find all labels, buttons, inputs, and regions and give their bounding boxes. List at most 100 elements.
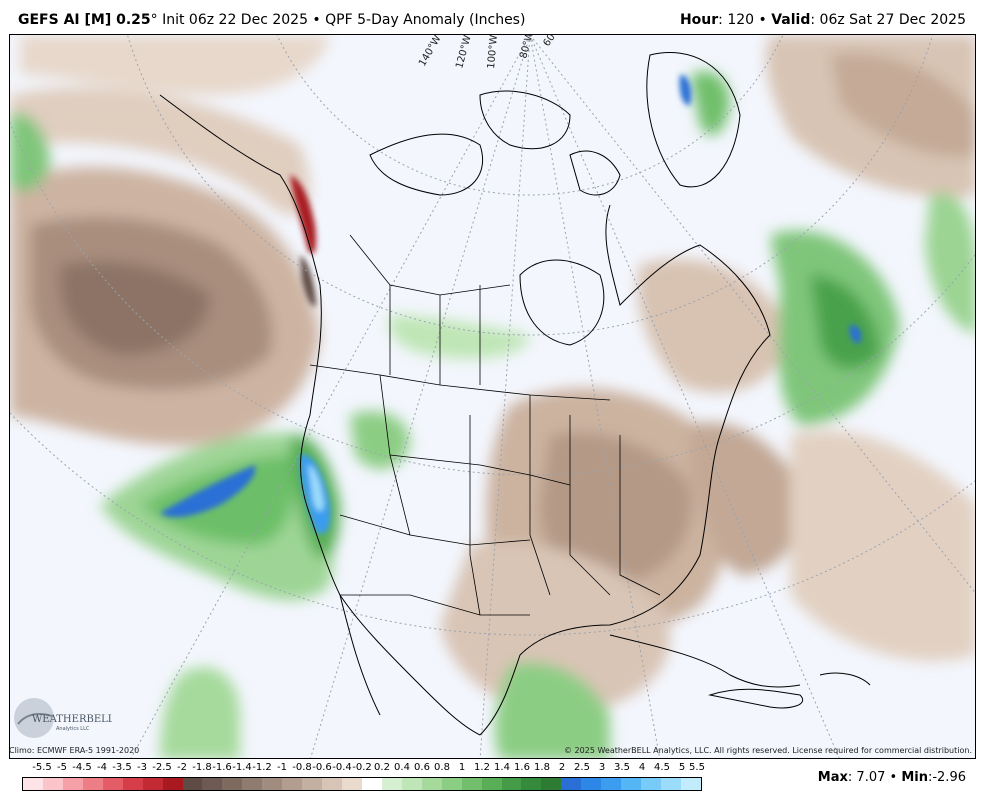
legend-label: 4.5: [654, 762, 670, 773]
legend-swatch: [242, 778, 263, 790]
legend-label: -0.4: [332, 762, 352, 773]
legend-swatch: [680, 778, 701, 790]
legend-label: 0.6: [414, 762, 430, 773]
legend-label: -1.2: [252, 762, 272, 773]
legend-label: -1: [277, 762, 287, 773]
legend-label: 1.8: [534, 762, 550, 773]
legend-label: -2: [177, 762, 187, 773]
separator: •: [885, 770, 902, 785]
legend-label: -0.8: [292, 762, 312, 773]
color-legend: -5.5 -5 -4.5 -4 -3.5 -3 -2.5 -2 -1.8 -1.6 -1.4 -1.2…: [22, 762, 705, 794]
map-header: GEFS AI [M] 0.25° Init 06z 22 Dec 2025 •…: [0, 0, 984, 34]
legend-label: 3: [598, 762, 606, 773]
legend-label: -2.5: [152, 762, 172, 773]
max-value: : 7.07: [847, 770, 886, 785]
legend-swatch: [441, 778, 462, 790]
legend-label: -5.5: [32, 762, 52, 773]
legend-swatch: [541, 778, 562, 790]
longitude-labels: 140°W 120°W 100°W 80°W 60°W: [417, 35, 566, 70]
legend-swatch: [401, 778, 422, 790]
graticule: [10, 35, 975, 758]
valid-value: : 06z Sat 27 Dec 2025: [810, 12, 966, 28]
legend-swatch: [561, 778, 582, 790]
hour-value: : 120: [718, 12, 755, 28]
legend-swatch: [62, 778, 83, 790]
legend-swatch: [381, 778, 402, 790]
legend-swatch: [202, 778, 223, 790]
legend-label: -5: [57, 762, 67, 773]
legend-label: -1.6: [212, 762, 232, 773]
coastlines: [159, 52, 871, 736]
separator: •: [754, 12, 772, 28]
legend-label: 2: [558, 762, 566, 773]
political-borders: [309, 234, 661, 616]
legend-label: 3.5: [614, 762, 630, 773]
legend-swatch: [322, 778, 342, 790]
legend-swatch: [122, 778, 143, 790]
weatherbell-logo: WEATHERBELL Analytics LLC: [12, 694, 115, 742]
legend-swatch: [361, 778, 382, 790]
legend-swatch: [42, 778, 63, 790]
anomaly-map: 140°W 120°W 100°W 80°W 60°W: [9, 34, 976, 759]
legend-swatch: [481, 778, 502, 790]
lon-label-60w: 60°W: [541, 35, 566, 49]
lon-label-140w: 140°W: [417, 35, 444, 69]
legend-label: -4: [97, 762, 107, 773]
legend-swatch: [621, 778, 642, 790]
legend-swatch: [302, 778, 323, 790]
legend-label: -1.4: [232, 762, 252, 773]
legend-label: -0.6: [312, 762, 332, 773]
legend-label: 4: [638, 762, 646, 773]
legend-label: 1.6: [514, 762, 530, 773]
precip-anomaly-field: [10, 35, 975, 758]
legend-swatch: [661, 778, 681, 790]
heavy-precip-cores: [160, 74, 862, 534]
legend-swatch: [162, 778, 183, 790]
legend-label: 0.2: [374, 762, 390, 773]
legend-label: 0.8: [434, 762, 450, 773]
lon-label-100w: 100°W: [486, 35, 500, 69]
legend-label: 1.2: [474, 762, 490, 773]
legend-swatch: [641, 778, 661, 790]
separator: •: [307, 12, 326, 28]
legend-label: 1: [458, 762, 466, 773]
min-label: Min: [901, 770, 928, 785]
lon-label-120w: 120°W: [454, 35, 473, 70]
header-valid: Hour: 120 • Valid: 06z Sat 27 Dec 2025: [680, 12, 966, 28]
valid-label: Valid: [771, 12, 811, 28]
init-time: Init 06z 22 Dec 2025: [157, 12, 308, 28]
legend-swatch: [461, 778, 482, 790]
legend-swatch: [142, 778, 163, 790]
legend-swatch: [342, 778, 362, 790]
legend-swatch: [421, 778, 442, 790]
legend-swatch: [222, 778, 243, 790]
product-name: QPF 5-Day Anomaly (Inches): [325, 12, 526, 28]
legend-label: -0.2: [352, 762, 372, 773]
legend-label: -3: [137, 762, 147, 773]
min-value: :-2.96: [927, 770, 966, 785]
map-canvas: 140°W 120°W 100°W 80°W 60°W: [10, 35, 975, 758]
legend-colorbar: [22, 777, 702, 791]
legend-labels: -5.5 -5 -4.5 -4 -3.5 -3 -2.5 -2 -1.8 -1.6 -1.4 -1.2…: [22, 762, 705, 776]
climo-credit: Climo: ECMWF ERA-5 1991-2020: [9, 746, 140, 755]
copyright-credit: © 2025 WeatherBELL Analytics, LLC. All r…: [564, 746, 972, 755]
legend-swatch: [521, 778, 542, 790]
legend-label: -4.5: [72, 762, 92, 773]
legend-swatch: [501, 778, 522, 790]
degree-symbol: °: [150, 12, 158, 28]
legend-swatch: [182, 778, 203, 790]
legend-swatch: [82, 778, 103, 790]
hour-label: Hour: [679, 12, 719, 28]
legend-label: 2.5: [574, 762, 590, 773]
legend-label: -3.5: [112, 762, 132, 773]
header-title: GEFS AI [M] 0.25° Init 06z 22 Dec 2025 •…: [18, 12, 525, 28]
legend-swatch: [23, 778, 43, 790]
legend-swatch: [282, 778, 303, 790]
logo-subtext: Analytics LLC: [56, 726, 90, 732]
legend-label: -1.8: [192, 762, 212, 773]
legend-swatch: [262, 778, 283, 790]
max-min-stats: Max: 7.07 • Min:-2.96: [818, 770, 966, 785]
legend-label: 0.4: [394, 762, 410, 773]
model-name: GEFS AI [M] 0.25: [18, 12, 151, 28]
legend-label: 5.5: [689, 762, 705, 773]
